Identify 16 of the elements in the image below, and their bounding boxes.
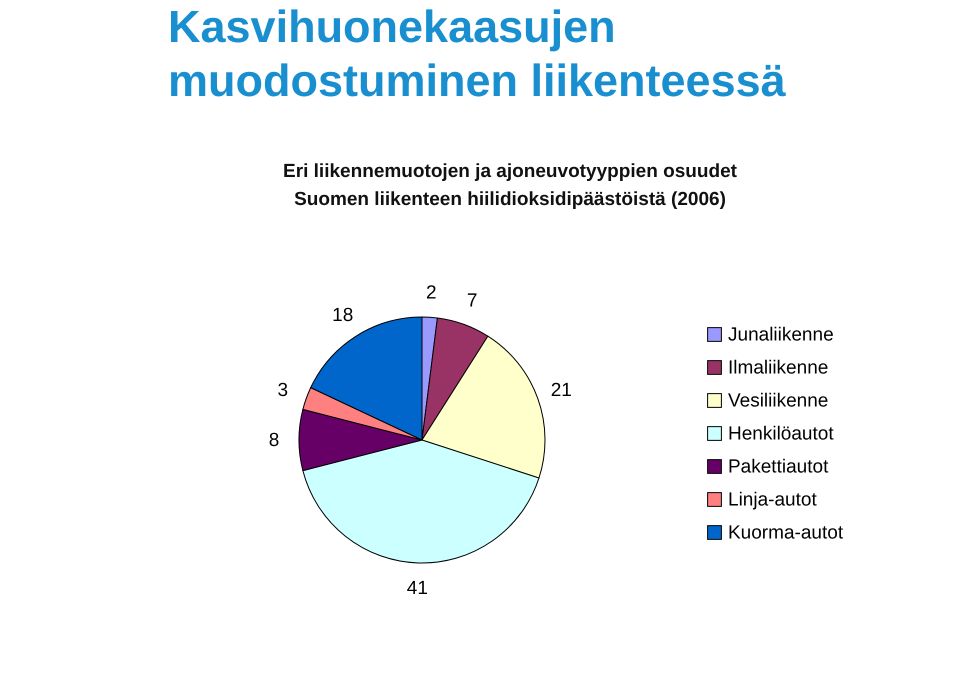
data-label: 41	[406, 578, 428, 599]
data-label: 3	[277, 380, 288, 401]
data-label: 8	[268, 430, 280, 451]
legend-label: Henkilöautot	[728, 424, 834, 444]
chart-subtitle: Eri liikennemuotojen ja ajoneuvotyyppien osuudet Suomen liikenteen hiilidioksidipäästöistä (2006)	[282, 160, 738, 212]
legend-label: Junaliikenne	[728, 324, 834, 346]
data-label: 18	[332, 305, 354, 326]
legend-label: Ilmaliikenne	[728, 358, 828, 378]
legend-label: Kuorma-autot	[728, 522, 844, 544]
legend-label: Pakettiautot	[728, 456, 830, 478]
legend-label: Linja-autot	[728, 490, 818, 510]
legend-label: Vesiliikenne	[728, 390, 828, 412]
chart-title: Kasvihuonekaasujen muodostuminen liikenteessä	[168, 0, 787, 108]
data-label: 21	[550, 380, 572, 401]
data-label: 2	[426, 282, 437, 304]
data-label: 7	[466, 290, 478, 312]
